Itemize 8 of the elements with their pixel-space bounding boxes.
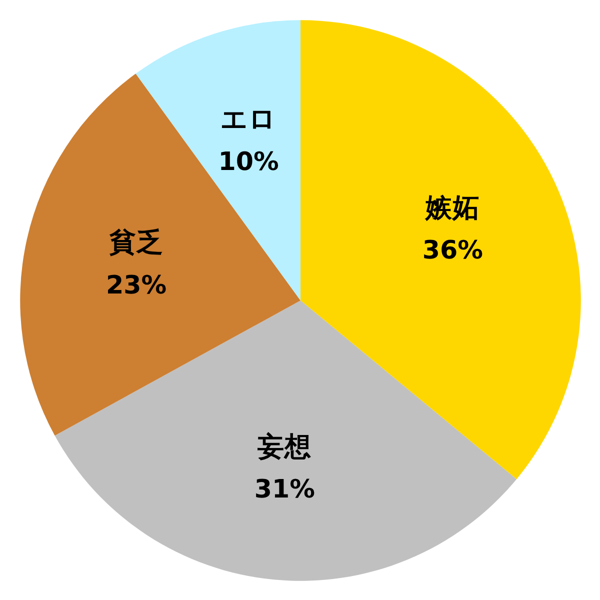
slice-label: 貧乏 (108, 227, 164, 258)
data-label: 31% (254, 474, 315, 504)
data-label: 23% (106, 269, 167, 300)
data-label: 36% (422, 234, 484, 264)
slice-label: 嫉妬 (424, 192, 480, 224)
data-label: 10% (218, 146, 279, 176)
slice-label: エロ (220, 104, 277, 135)
slice-label: 妄想 (256, 431, 312, 462)
